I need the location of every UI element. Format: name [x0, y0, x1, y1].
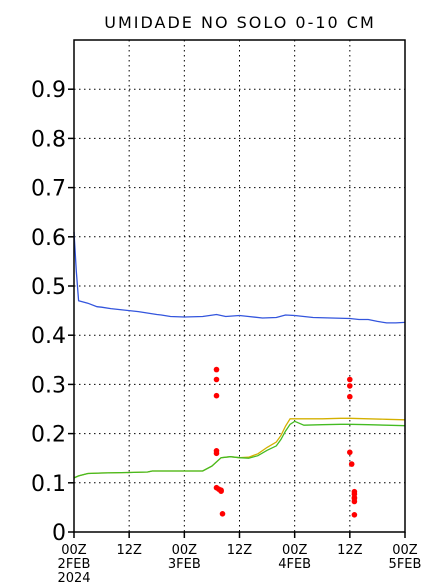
y-tick-label: 0.7: [31, 177, 66, 202]
series-line: [73, 231, 406, 324]
data-point: [351, 498, 358, 505]
data-point: [347, 393, 353, 400]
x-tick-label: 00Z: [61, 543, 87, 558]
x-tick-label: 00Z: [282, 543, 308, 558]
x-tick-label: 4FEB: [278, 557, 311, 572]
x-tick-label: 00Z: [392, 543, 418, 558]
series-lines: [73, 231, 406, 479]
y-tick-label: 0.1: [31, 472, 66, 497]
data-point: [347, 449, 353, 456]
x-tick-label: 5FEB: [389, 557, 422, 572]
y-tick-label: 0: [52, 521, 66, 546]
x-tick-label: 12Z: [116, 543, 142, 558]
x-tick-label: 2024: [57, 571, 90, 586]
data-point: [218, 488, 224, 495]
x-tick-label: 2FEB: [58, 557, 91, 572]
data-point: [351, 512, 358, 518]
data-point: [348, 461, 355, 467]
data-point: [219, 511, 226, 517]
y-tick-label: 0.8: [31, 127, 66, 152]
y-tick-label: 0.6: [31, 226, 66, 251]
y-tick-label: 0.4: [31, 324, 66, 349]
series-line: [73, 417, 406, 479]
x-tick-label: 12Z: [227, 543, 253, 558]
data-point: [213, 392, 220, 399]
x-tick-label: 3FEB: [168, 557, 201, 572]
data-point: [213, 376, 220, 383]
data-point: [347, 383, 353, 389]
y-tick-label: 0.3: [31, 373, 66, 398]
data-point: [213, 450, 220, 457]
x-tick-label: 00Z: [172, 543, 198, 558]
y-tick-label: 0.2: [31, 423, 66, 448]
y-tick-label: 0.5: [31, 275, 66, 300]
data-point: [213, 366, 220, 373]
x-tick-label: 12Z: [337, 543, 363, 558]
chart-title: UMIDADE NO SOLO 0-10 CM: [104, 13, 376, 32]
y-axis: 0 0.1 0.2 0.3 0.4 0.5 0.6 0.7 0.8 0.9: [31, 78, 74, 546]
data-point: [347, 376, 353, 383]
y-tick-label: 0.9: [31, 78, 66, 103]
observation-points: [213, 366, 358, 518]
series-line: [73, 420, 406, 479]
